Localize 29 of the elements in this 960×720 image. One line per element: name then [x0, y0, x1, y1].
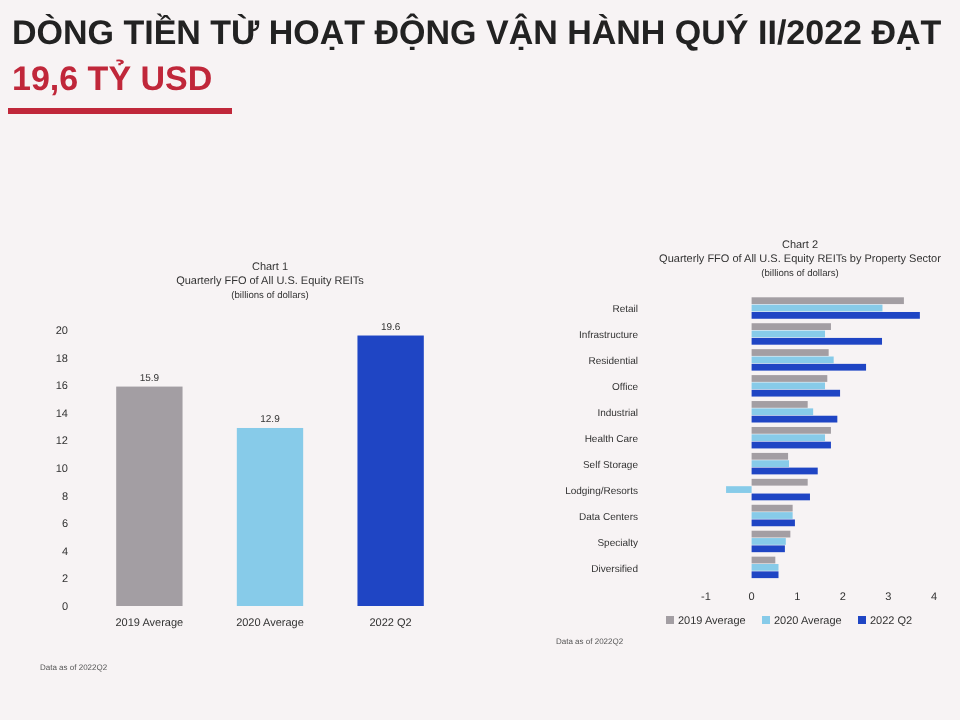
bar: [751, 426, 831, 434]
bar: [751, 323, 831, 330]
bar: [116, 386, 183, 606]
bar: [751, 401, 808, 408]
bar: [751, 337, 883, 345]
bar: [751, 349, 829, 356]
bar: [751, 452, 789, 460]
bar: [751, 545, 785, 553]
bar: [751, 375, 828, 382]
bar: [751, 408, 814, 416]
bar: [726, 486, 752, 493]
bar: [751, 434, 826, 442]
bar: [751, 571, 779, 579]
bar: [751, 538, 786, 545]
text: 19,6 TỶ USD: [12, 58, 213, 98]
bar: [751, 519, 795, 527]
bar: [751, 564, 779, 571]
bar: [751, 504, 793, 512]
text: DÒNG TIỀN TỪ HOẠT ĐỘNG VẬN HÀNH QUÝ II/2022 ĐẠT: [12, 12, 943, 52]
bar: [751, 363, 867, 371]
bar: [751, 389, 841, 397]
bar: [751, 297, 904, 305]
bar: [751, 460, 789, 468]
bar: [751, 512, 793, 519]
bar: [751, 382, 826, 390]
bar: [357, 335, 424, 606]
bar: [751, 311, 920, 319]
bar: [751, 478, 808, 486]
bar: [236, 427, 304, 606]
